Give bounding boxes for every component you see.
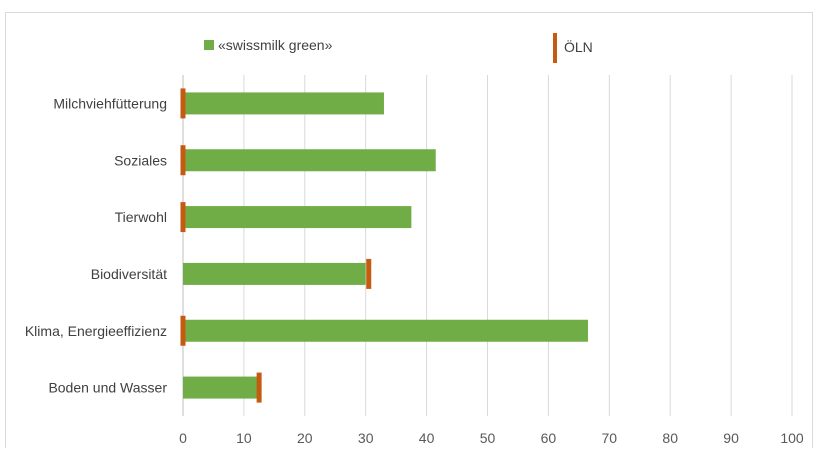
category-label: Boden und Wasser xyxy=(48,380,167,396)
x-tick-label: 90 xyxy=(723,430,739,446)
x-tick-label: 20 xyxy=(297,430,313,446)
marker-oln xyxy=(256,372,262,403)
category-label: Milchviehfütterung xyxy=(53,95,167,111)
marker-oln xyxy=(180,315,186,346)
markers-oln xyxy=(180,88,372,403)
category-label: Tierwohl xyxy=(115,209,167,225)
x-tick-label: 70 xyxy=(602,430,618,446)
legend-swatch-oln xyxy=(553,33,557,63)
bar-swissmilk-green xyxy=(183,206,412,229)
x-tick-label: 30 xyxy=(358,430,374,446)
category-labels: Milchviehfütterung Soziales Tierwohl Biodiv… xyxy=(25,95,167,395)
legend: «swissmilk green» ÖLN xyxy=(204,33,593,63)
x-tick-label: 100 xyxy=(780,430,804,446)
legend-label-swissmilk-green: «swissmilk green» xyxy=(218,37,333,53)
x-axis-tick-labels: 0 10 20 30 40 50 60 70 80 90 100 xyxy=(179,430,804,446)
category-label: Soziales xyxy=(114,152,167,168)
x-tick-label: 50 xyxy=(480,430,496,446)
marker-oln xyxy=(180,202,186,233)
chart-frame xyxy=(5,12,813,448)
bar-swissmilk-green xyxy=(183,319,588,342)
x-tick-label: 10 xyxy=(236,430,252,446)
category-label: Biodiversität xyxy=(91,266,167,282)
bar-swissmilk-green xyxy=(183,149,436,172)
legend-label-oln: ÖLN xyxy=(564,38,593,55)
category-label: Klima, Energieeffizienz xyxy=(25,323,167,339)
bar-swissmilk-green xyxy=(183,92,384,115)
x-tick-label: 80 xyxy=(662,430,678,446)
gridlines xyxy=(182,75,793,416)
legend-swatch-swissmilk-green xyxy=(204,40,214,50)
bar-swissmilk-green xyxy=(183,262,366,285)
marker-oln xyxy=(180,145,186,176)
bar-swissmilk-green xyxy=(183,376,260,399)
bars-swissmilk-green xyxy=(183,92,588,399)
x-tick-label: 60 xyxy=(541,430,557,446)
x-tick-label: 40 xyxy=(419,430,435,446)
x-tick-label: 0 xyxy=(179,430,187,446)
marker-oln xyxy=(180,88,186,119)
marker-oln xyxy=(366,258,372,289)
